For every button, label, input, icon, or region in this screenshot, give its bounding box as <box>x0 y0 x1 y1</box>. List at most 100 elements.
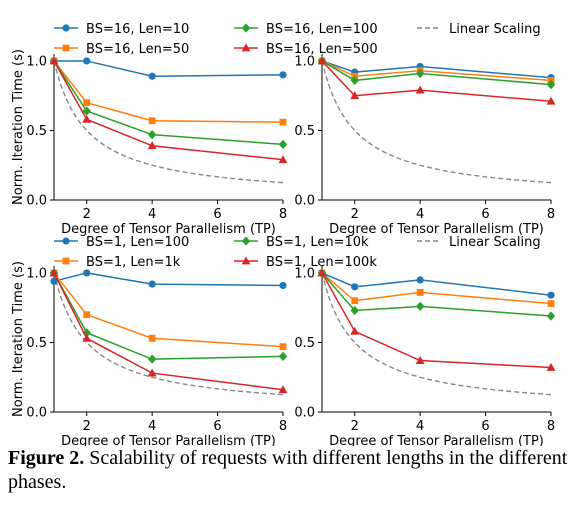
legend-label: BS=1, Len=100 <box>86 235 189 250</box>
x-tick-label: 6 <box>213 207 221 222</box>
data-point <box>49 56 59 65</box>
data-point <box>50 277 58 285</box>
data-point <box>147 130 157 140</box>
x-tick-label: 8 <box>279 419 287 434</box>
series-line <box>54 60 284 78</box>
data-point <box>350 75 359 86</box>
series-line <box>53 272 284 348</box>
legend-label: BS=16, Len=10 <box>86 22 189 37</box>
series-line <box>53 60 284 161</box>
legend-label: BS=16, Len=100 <box>266 22 378 37</box>
series-line <box>321 60 552 86</box>
legend-label: Linear Scaling <box>449 22 541 37</box>
data-point <box>278 155 288 164</box>
data-point <box>279 71 287 79</box>
data-point <box>278 139 288 149</box>
data-point <box>317 56 327 65</box>
y-tick-label: 0.0 <box>294 406 315 421</box>
data-point <box>148 280 156 288</box>
series-line <box>321 272 552 317</box>
y-tick-label: 0.5 <box>26 124 47 139</box>
data-point <box>83 57 91 65</box>
y-tick-label: 1.0 <box>294 266 315 281</box>
legend-marker <box>62 44 70 52</box>
legend-marker <box>241 256 251 265</box>
x-tick-label: 4 <box>148 207 156 222</box>
legend-marker <box>241 23 251 33</box>
data-point <box>547 291 555 299</box>
x-tick-label: 8 <box>547 207 555 222</box>
y-tick-label: 0.5 <box>26 336 47 351</box>
series-line <box>321 272 552 296</box>
data-point <box>49 268 59 277</box>
x-tick-label: 2 <box>351 419 359 434</box>
y-axis-label: Norm. Iteration Time (s) <box>11 49 26 205</box>
figure-caption: Figure 2. Scalability of requests with d… <box>8 446 574 494</box>
data-point <box>546 362 556 371</box>
data-point <box>546 96 556 105</box>
series-line <box>53 60 284 146</box>
figure-label: Figure 2. <box>8 447 85 469</box>
data-point <box>82 114 92 123</box>
data-point <box>148 72 156 80</box>
linear-scaling-line <box>321 60 552 184</box>
y-tick-label: 0.0 <box>26 406 47 421</box>
legend-marker <box>241 236 251 246</box>
series-line <box>321 60 552 79</box>
series-line <box>321 272 552 305</box>
x-tick-label: 8 <box>547 419 555 434</box>
linear-scaling-line <box>53 272 284 396</box>
legend-label: BS=1, Len=1k <box>86 255 181 270</box>
y-tick-label: 1.0 <box>26 266 47 281</box>
legend-marker <box>62 237 70 245</box>
data-point <box>350 305 359 316</box>
data-point <box>82 333 92 342</box>
legend-label: BS=16, Len=500 <box>266 42 378 57</box>
data-point <box>279 281 287 290</box>
y-tick-label: 0.5 <box>294 124 315 139</box>
x-tick-label: 4 <box>416 419 424 434</box>
series-line <box>53 272 284 287</box>
data-point <box>82 106 91 116</box>
data-point <box>83 269 91 277</box>
x-tick-label: 8 <box>279 207 287 222</box>
data-point <box>148 117 156 125</box>
legend-label: BS=16, Len=50 <box>86 42 189 57</box>
data-point <box>83 311 91 319</box>
x-tick-label: 2 <box>83 207 91 222</box>
data-point <box>351 283 359 291</box>
x-tick-label: 6 <box>213 419 221 434</box>
data-point <box>317 268 327 277</box>
data-point <box>147 141 157 150</box>
y-tick-label: 0.5 <box>294 336 315 351</box>
linear-scaling-line <box>321 272 552 396</box>
data-point <box>350 326 360 335</box>
data-point <box>547 300 555 307</box>
legend-label: BS=1, Len=100k <box>266 255 377 270</box>
data-point <box>415 85 425 94</box>
data-point <box>546 79 556 90</box>
figure-canvas: 2 4 6 8 0.0 0.5 1.0 Degree of Tensor Parallelis… <box>11 22 556 446</box>
y-axis-label: Norm. Iteration Time (s) <box>11 261 26 417</box>
data-point <box>546 311 556 321</box>
data-point <box>416 276 424 284</box>
data-point <box>351 297 359 305</box>
x-axis-label: Degree of Tensor Parallelism (TP) <box>61 222 276 237</box>
y-tick-label: 1.0 <box>294 54 315 69</box>
data-point <box>279 343 287 351</box>
y-tick-label: 0.0 <box>26 194 47 209</box>
data-point <box>415 68 425 79</box>
x-tick-label: 6 <box>481 207 489 222</box>
x-tick-label: 2 <box>83 419 91 434</box>
linear-scaling-line <box>53 60 284 184</box>
data-point <box>148 334 156 342</box>
series-line <box>53 272 284 360</box>
legend-marker <box>62 257 70 265</box>
legend-label: Linear Scaling <box>449 235 541 250</box>
data-point <box>416 289 424 296</box>
data-point <box>350 91 360 100</box>
figure-caption-text: Scalability of requests with different l… <box>8 447 568 493</box>
legend-marker <box>241 43 251 52</box>
series-line <box>321 272 552 369</box>
x-tick-label: 4 <box>148 419 156 434</box>
